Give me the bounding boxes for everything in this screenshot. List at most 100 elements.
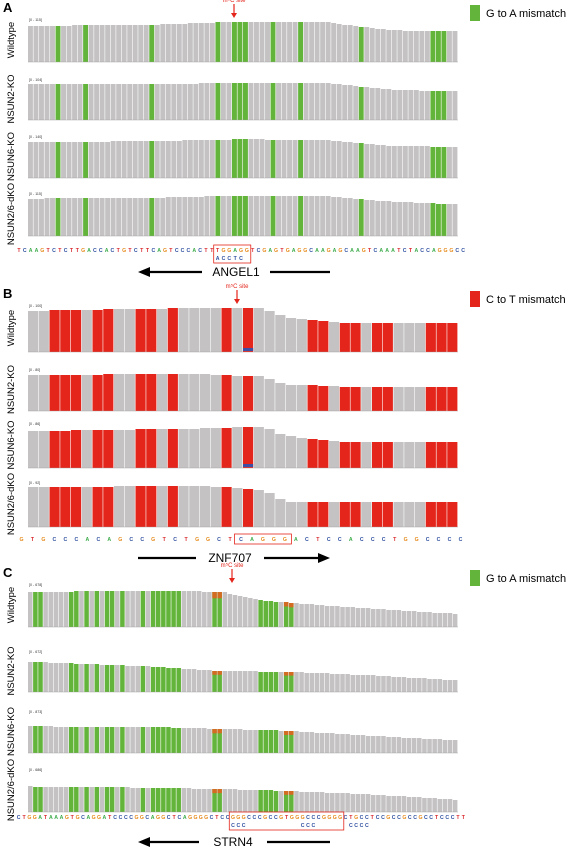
base-letter: G <box>242 815 246 821</box>
coverage-bar <box>294 731 299 753</box>
coverage-bar <box>200 428 211 468</box>
coverage-bar <box>138 25 144 62</box>
coverage-bar <box>417 797 422 812</box>
base-letter: C <box>360 815 364 821</box>
legend-swatch <box>470 5 480 21</box>
coverage-bar <box>120 787 125 812</box>
coverage-bar <box>193 140 199 178</box>
coverage-bar <box>33 662 38 692</box>
coverage-bar <box>406 678 412 692</box>
track-label: Wildtype <box>6 22 17 58</box>
mismatch-other-segment <box>283 791 289 795</box>
coverage-bar <box>303 140 309 178</box>
base-letter: T <box>128 248 132 254</box>
coverage-bar <box>283 791 289 812</box>
coverage-bar <box>53 787 59 812</box>
coverage-bar <box>44 198 50 236</box>
coverage-bar <box>314 733 320 753</box>
mismatch-other-segment <box>283 731 289 735</box>
coverage-bar <box>135 309 146 352</box>
coverage-bar <box>60 431 71 468</box>
coverage-bar <box>365 736 371 753</box>
mismatch-other-segment <box>289 791 294 795</box>
coverage-bar <box>157 429 168 468</box>
coverage-bar <box>222 729 228 753</box>
panel-a: A G to A mismatch m⁵C site Wildtype [0 - 115… <box>3 0 566 279</box>
coverage-bar <box>436 387 447 411</box>
base-letter: G <box>303 248 307 254</box>
coverage-bar <box>89 664 94 692</box>
coverage-bar <box>404 502 415 527</box>
coverage-bar <box>345 607 350 627</box>
coverage-bar <box>361 387 372 411</box>
data-range: [0 - 873] <box>29 710 42 714</box>
coverage-bar <box>342 25 348 62</box>
coverage-bar <box>186 788 192 812</box>
base-letter: G <box>163 248 167 254</box>
legend-label: G to A mismatch <box>486 573 566 585</box>
motif-complement-base: C <box>301 823 305 829</box>
legend-label: G to A mismatch <box>486 8 566 20</box>
coverage-bar <box>365 794 371 812</box>
base-letter: G <box>239 248 243 254</box>
base-letter: G <box>449 248 453 254</box>
coverage-bar <box>248 22 254 62</box>
coverage-bar <box>289 672 294 692</box>
coverage-bar <box>408 146 414 178</box>
coverage-bar <box>264 429 275 468</box>
coverage-bar <box>83 198 89 236</box>
coverage-bar <box>452 614 458 627</box>
coverage-bar <box>319 792 325 812</box>
coverage-bar <box>296 385 307 411</box>
coverage-bar <box>155 591 161 627</box>
base-letter: C <box>129 815 133 821</box>
coverage-bar <box>105 84 111 120</box>
coverage-bar <box>72 84 78 120</box>
coverage-bar <box>441 31 447 62</box>
coverage-bar <box>181 591 187 627</box>
coverage-bar <box>161 667 166 692</box>
coverage-bar <box>79 727 84 753</box>
motif-complement-base: C <box>227 256 231 262</box>
coverage-bar <box>369 200 375 236</box>
coverage-bar <box>210 487 221 527</box>
coverage-bar <box>215 140 221 178</box>
base-letter: T <box>108 815 112 821</box>
track-nsun2-ko: NSUN2-KO [0 - 104] <box>6 74 458 124</box>
base-letter: T <box>316 537 320 543</box>
coverage-bar <box>417 612 422 627</box>
coverage-bar <box>353 86 359 120</box>
base-letter: C <box>247 815 251 821</box>
coverage-bar <box>94 591 100 627</box>
coverage-bar <box>278 791 284 812</box>
coverage-bar <box>150 727 156 753</box>
coverage-bar <box>212 592 217 627</box>
coverage-bar <box>135 591 141 627</box>
base-letter: C <box>119 815 123 821</box>
coverage-bar <box>125 787 130 812</box>
coverage-bar <box>419 203 425 236</box>
coverage-bar <box>329 322 340 352</box>
coverage-bar <box>411 611 417 627</box>
coverage-bar <box>413 31 419 62</box>
coverage-bar <box>50 198 55 236</box>
coverage-bar <box>232 789 238 812</box>
coverage-bar <box>94 84 100 120</box>
base-letter: G <box>327 815 331 821</box>
coverage-bar <box>222 789 228 812</box>
coverage-bar <box>347 85 353 120</box>
coverage-bar <box>232 729 238 753</box>
coverage-bar <box>212 671 217 692</box>
coverage-bar <box>28 375 39 411</box>
coverage-bar <box>105 198 111 236</box>
coverage-bar <box>292 140 298 178</box>
coverage-bar <box>143 198 149 236</box>
coverage-bar <box>360 675 366 692</box>
base-letter: T <box>31 537 35 543</box>
coverage-bar <box>336 24 342 62</box>
base-letter: T <box>409 248 413 254</box>
coverage-bar <box>63 592 69 627</box>
coverage-bar <box>178 374 189 411</box>
coverage-bar <box>380 89 386 120</box>
coverage-bar <box>61 142 66 178</box>
